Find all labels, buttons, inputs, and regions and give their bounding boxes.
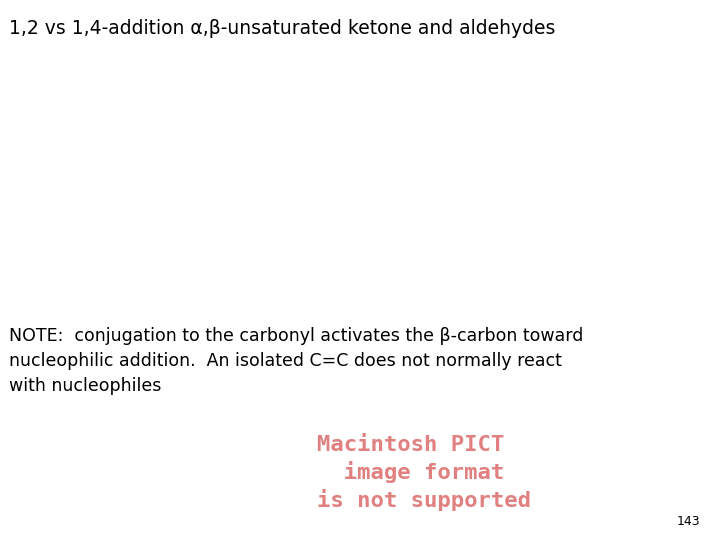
Text: 143: 143 — [676, 515, 700, 528]
Text: 1,2 vs 1,4-addition α,β-unsaturated ketone and aldehydes: 1,2 vs 1,4-addition α,β-unsaturated keto… — [9, 19, 556, 38]
Text: Macintosh PICT
  image format
is not supported: Macintosh PICT image format is not suppo… — [317, 435, 531, 511]
Text: NOTE:  conjugation to the carbonyl activates the β-carbon toward
nucleophilic ad: NOTE: conjugation to the carbonyl activa… — [9, 327, 584, 395]
